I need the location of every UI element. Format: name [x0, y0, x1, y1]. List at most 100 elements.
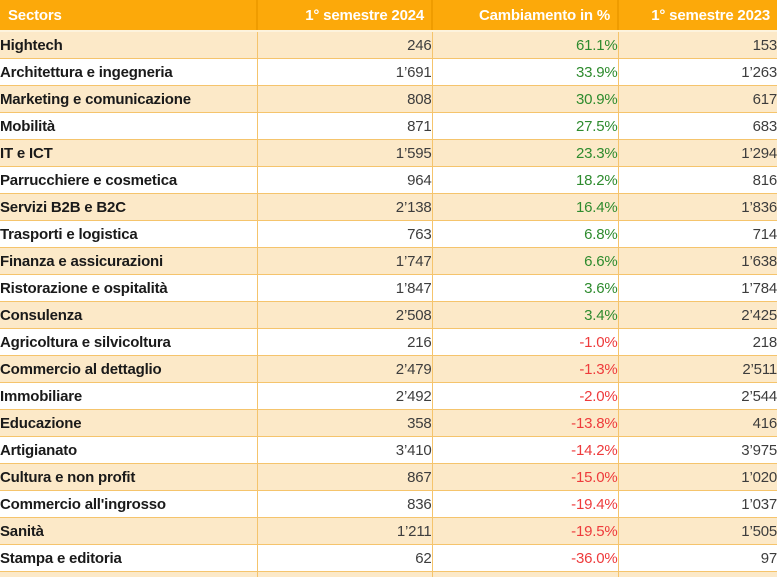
sector-cell: Architettura e ingegneria: [0, 58, 258, 86]
table-row: Architettura e ingegneria 1’691 33.9% 1’…: [0, 58, 777, 86]
change-cell: 3.6%: [431, 274, 619, 302]
table-row: Sanità 1’211 -19.5% 1’505: [0, 517, 777, 545]
value-2023-cell: 1’263: [617, 58, 777, 86]
change-cell: -19.4%: [431, 490, 619, 518]
sector-cell: Ristorazione e ospitalità: [0, 274, 258, 302]
value-2023-cell: 714: [617, 220, 777, 248]
table-row: Educazione 358 -13.8% 416: [0, 409, 777, 437]
value-2024-cell: 1’211: [256, 517, 433, 545]
change-cell: 3.4%: [431, 301, 619, 329]
table-row: Parrucchiere e cosmetica 964 18.2% 816: [0, 166, 777, 194]
value-2023-cell: 1’505: [617, 517, 777, 545]
value-2024-cell: 246: [256, 30, 433, 59]
value-2024-cell: 3’410: [256, 436, 433, 464]
sector-cell: Agricoltura e silvicoltura: [0, 328, 258, 356]
sector-cell: IT e ICT: [0, 139, 258, 167]
value-2024-cell: 763: [256, 220, 433, 248]
change-cell: 27.5%: [431, 112, 619, 140]
value-2023-cell: 1’638: [617, 247, 777, 275]
table-row: Servizi B2B e B2C 2’138 16.4% 1’836: [0, 193, 777, 221]
sector-cell: Trasporti e logistica: [0, 220, 258, 248]
value-2024-cell: 358: [256, 409, 433, 437]
change-cell: 6.8%: [431, 220, 619, 248]
table-row: Cultura e non profit 867 -15.0% 1’020: [0, 463, 777, 491]
value-2023-cell: 1’836: [617, 193, 777, 221]
value-2024-cell: 1’747: [256, 247, 433, 275]
value-2024-cell: 2’138: [256, 193, 433, 221]
change-cell: 33.9%: [431, 58, 619, 86]
value-2023-cell: 416: [617, 409, 777, 437]
column-header-sem2024: 1° semestre 2024: [257, 0, 433, 32]
value-2024-cell: 2’479: [256, 355, 433, 383]
change-cell: -1.3%: [431, 355, 619, 383]
value-2023-cell: 816: [617, 166, 777, 194]
total-label-cell: Totale: [0, 571, 258, 577]
value-2023-cell: 1’020: [617, 463, 777, 491]
table-row: Mobilità 871 27.5% 683: [0, 112, 777, 140]
sector-cell: Finanza e assicurazioni: [0, 247, 258, 275]
table-body: Hightech 246 61.1% 153 Architettura e in…: [0, 30, 777, 577]
change-cell: 6.6%: [431, 247, 619, 275]
change-cell: 18.2%: [431, 166, 619, 194]
sector-cell: Educazione: [0, 409, 258, 437]
value-2024-cell: 836: [256, 490, 433, 518]
sector-cell: Commercio al dettaglio: [0, 355, 258, 383]
table-row: Finanza e assicurazioni 1’747 6.6% 1’638: [0, 247, 777, 275]
sector-cell: Consulenza: [0, 301, 258, 329]
sector-cell: Artigianato: [0, 436, 258, 464]
header-row: Sectors 1° semestre 2024 Cambiamento in …: [0, 0, 777, 32]
value-2023-cell: 1’784: [617, 274, 777, 302]
value-2023-cell: 153: [617, 30, 777, 59]
change-cell: -2.0%: [431, 382, 619, 410]
value-2024-cell: 2’508: [256, 301, 433, 329]
table-header: Sectors 1° semestre 2024 Cambiamento in …: [0, 0, 777, 32]
change-cell: -1.0%: [431, 328, 619, 356]
change-cell: 61.1%: [431, 30, 619, 59]
value-2023-cell: 1’037: [617, 490, 777, 518]
value-2023-cell: 218: [617, 328, 777, 356]
table-row: Trasporti e logistica 763 6.8% 714: [0, 220, 777, 248]
table-row: Immobiliare 2’492 -2.0% 2’544: [0, 382, 777, 410]
sector-cell: Marketing e comunicazione: [0, 85, 258, 113]
value-2023-cell: 97: [617, 544, 777, 572]
value-2023-cell: 683: [617, 112, 777, 140]
change-cell: -14.2%: [431, 436, 619, 464]
table-row: Agricoltura e silvicoltura 216 -1.0% 218: [0, 328, 777, 356]
value-2024-cell: 867: [256, 463, 433, 491]
table-row: Stampa e editoria 62 -36.0% 97: [0, 544, 777, 572]
sector-cell: Stampa e editoria: [0, 544, 258, 572]
column-header-sem2023: 1° semestre 2023: [618, 0, 777, 32]
total-row: Totale 27’109 2.1% 26’546: [0, 571, 777, 577]
table-row: IT e ICT 1’595 23.3% 1’294: [0, 139, 777, 167]
table-row: Artigianato 3’410 -14.2% 3’975: [0, 436, 777, 464]
change-cell: 30.9%: [431, 85, 619, 113]
value-2023-cell: 3’975: [617, 436, 777, 464]
value-2024-cell: 871: [256, 112, 433, 140]
table-row: Marketing e comunicazione 808 30.9% 617: [0, 85, 777, 113]
total-change-cell: 2.1%: [431, 571, 619, 577]
table-row: Ristorazione e ospitalità 1’847 3.6% 1’7…: [0, 274, 777, 302]
value-2024-cell: 216: [256, 328, 433, 356]
change-cell: -15.0%: [431, 463, 619, 491]
value-2024-cell: 1’691: [256, 58, 433, 86]
value-2023-cell: 2’511: [617, 355, 777, 383]
sector-cell: Servizi B2B e B2C: [0, 193, 258, 221]
table-row: Consulenza 2’508 3.4% 2’425: [0, 301, 777, 329]
column-header-change: Cambiamento in %: [432, 0, 619, 32]
value-2024-cell: 808: [256, 85, 433, 113]
table-row: Hightech 246 61.1% 153: [0, 30, 777, 59]
change-cell: -13.8%: [431, 409, 619, 437]
sector-cell: Commercio all'ingrosso: [0, 490, 258, 518]
value-2024-cell: 1’847: [256, 274, 433, 302]
value-2024-cell: 62: [256, 544, 433, 572]
table-row: Commercio all'ingrosso 836 -19.4% 1’037: [0, 490, 777, 518]
change-cell: 16.4%: [431, 193, 619, 221]
value-2023-cell: 2’425: [617, 301, 777, 329]
value-2023-cell: 617: [617, 85, 777, 113]
table-row: Commercio al dettaglio 2’479 -1.3% 2’511: [0, 355, 777, 383]
change-cell: -19.5%: [431, 517, 619, 545]
column-header-sectors: Sectors: [0, 0, 258, 32]
value-2023-cell: 2’544: [617, 382, 777, 410]
